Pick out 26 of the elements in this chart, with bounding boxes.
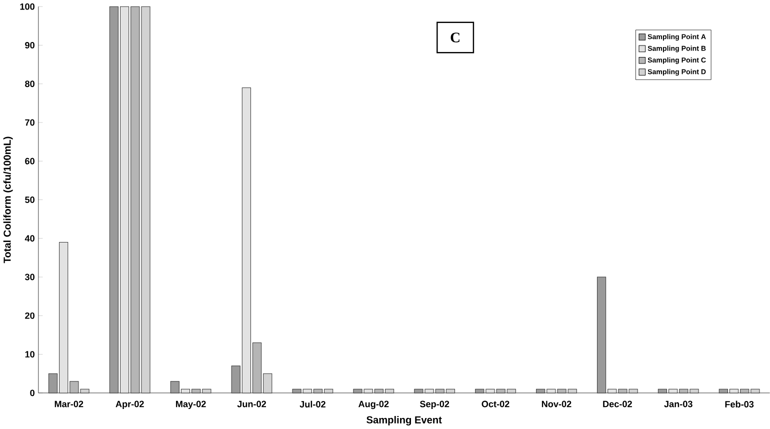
- x-tick-label: Aug-02: [358, 400, 389, 410]
- x-tick-label: Jun-02: [237, 400, 266, 408]
- y-tick-label: 50: [25, 196, 34, 204]
- x-tick-label: Sep-02: [420, 400, 450, 410]
- y-tick-label: 40: [24, 235, 34, 242]
- x-tick-label: Oct-02: [482, 400, 510, 408]
- y-tick-label: 20: [25, 312, 34, 319]
- text: C: [450, 32, 460, 42]
- x-tick-label: May-02: [176, 400, 206, 410]
- x-tick-label: Mar-02: [54, 400, 84, 408]
- y-tick-label: 80: [25, 80, 34, 88]
- x-tick-label: Jul-02: [300, 400, 326, 408]
- y-tick-label: 30: [24, 274, 34, 280]
- y-tick-label: 0: [30, 390, 34, 396]
- x-tick-label: Feb-03: [725, 400, 754, 408]
- x-tick-label: Jan-03: [664, 400, 692, 408]
- y-axis-title: Total Coliform (cfu/100mL): [3, 136, 13, 264]
- y-tick-label: 10: [25, 351, 34, 358]
- y-tick-label: 90: [25, 42, 34, 49]
- y-tick-label: 70: [25, 119, 34, 126]
- x-tick-label: Dec-02: [603, 400, 632, 408]
- x-axis-title: Sampling Event: [366, 416, 442, 426]
- x-tick-label: Apr-02: [116, 400, 144, 410]
- x-tick-label: Nov-02: [542, 400, 572, 408]
- y-tick-label: 60: [25, 158, 34, 164]
- y-tick-label: 100: [20, 3, 34, 10]
